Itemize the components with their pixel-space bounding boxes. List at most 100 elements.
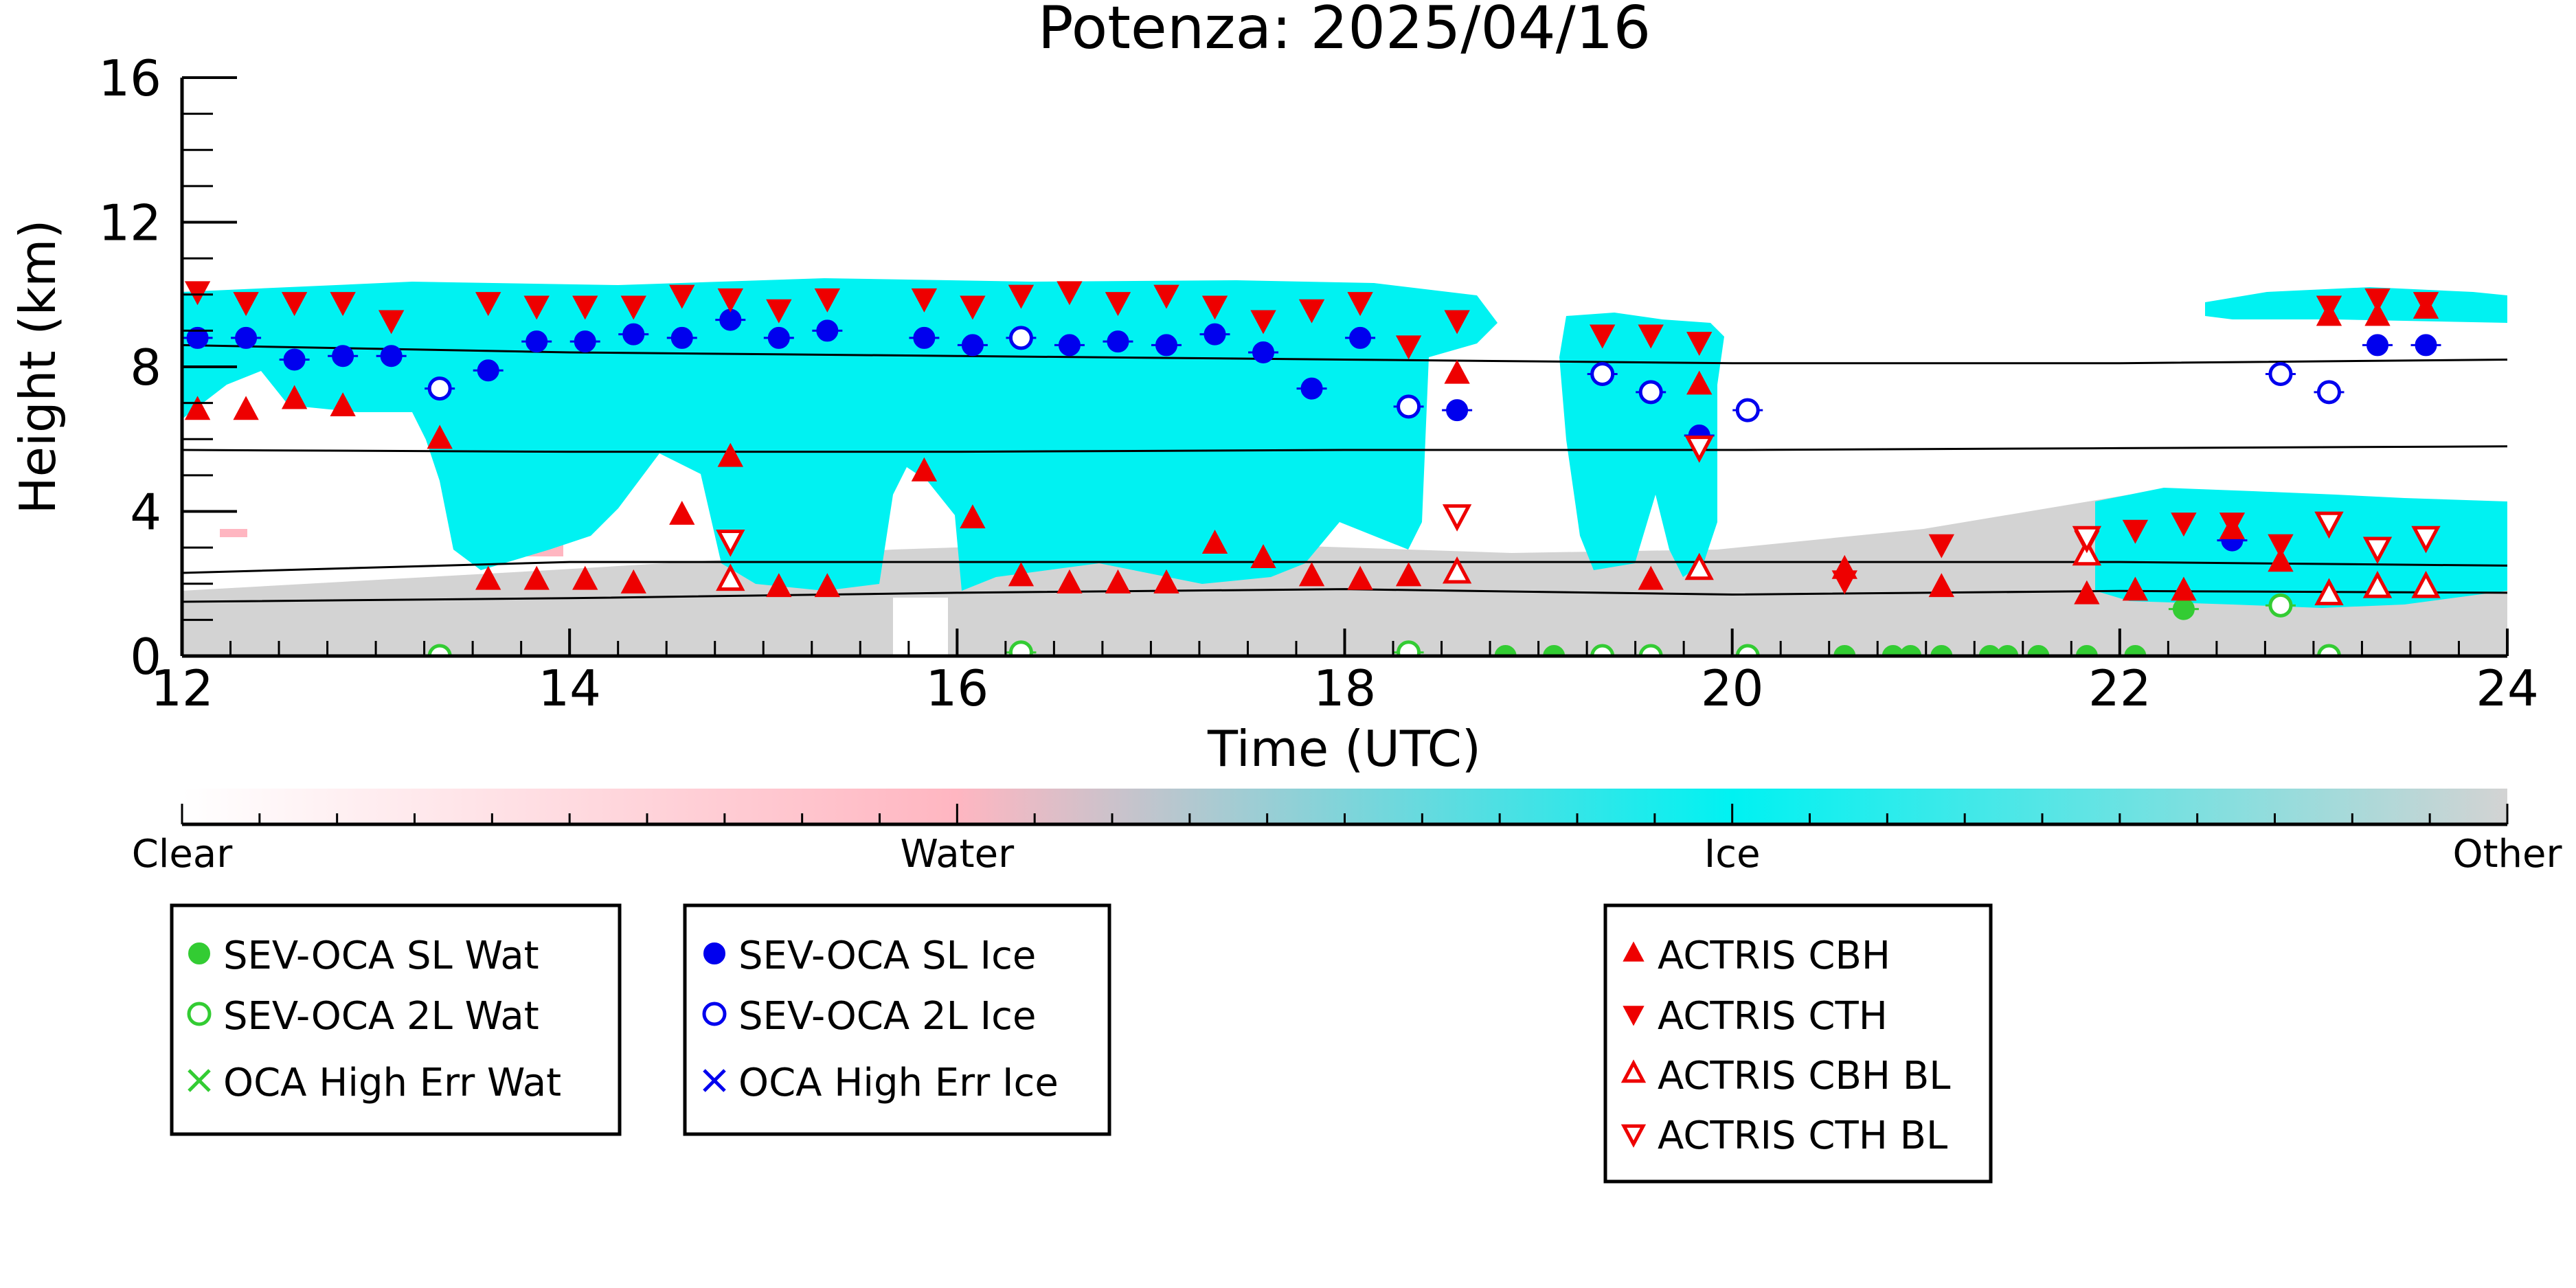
sev-oca-sl-wat-point bbox=[1996, 645, 2019, 656]
sev-oca-sl-wat-series bbox=[1490, 598, 2199, 656]
sev-oca-sl-ice-point bbox=[2415, 334, 2437, 357]
sev-oca-sl-wat-point bbox=[1882, 645, 1904, 656]
legend-label: SEV-OCA 2L Wat bbox=[223, 994, 539, 1039]
legend-marker-oca-high-err-ice bbox=[703, 1069, 726, 1092]
actris-cth-point bbox=[184, 281, 211, 306]
reference-lines bbox=[182, 343, 2507, 603]
y-tick-label: 16 bbox=[98, 49, 161, 107]
sev-oca-sl-wat-point bbox=[1494, 645, 1517, 656]
y-ticks: 0 4 8 12 16 bbox=[98, 49, 237, 686]
sev-oca-sl-ice-point bbox=[283, 348, 306, 371]
sev-oca-sl-ice-point bbox=[2366, 334, 2389, 357]
actris-cth-point bbox=[1105, 292, 1131, 317]
actris-cth-point bbox=[2364, 288, 2391, 313]
actris-cth-point bbox=[2316, 295, 2342, 320]
actris-cth-bl-point bbox=[2411, 526, 2441, 554]
legend-entry: ACTRIS CTH bbox=[1623, 994, 1888, 1039]
actris-cbh-point bbox=[1638, 565, 1664, 590]
x-tick-label: 22 bbox=[2088, 659, 2151, 717]
background-fields bbox=[182, 278, 2507, 656]
sev-oca-sl-wat-point bbox=[2124, 645, 2147, 656]
actris-cbh-point bbox=[330, 392, 356, 416]
actris-cth-point bbox=[911, 288, 938, 313]
sev-oca-sl-ice-point bbox=[961, 334, 984, 357]
actris-cth-point bbox=[1444, 310, 1470, 335]
sev-oca-sl-ice-point bbox=[719, 308, 742, 331]
legend-marker-sev-oca-2l-ice bbox=[702, 1002, 727, 1026]
actris-cbh-point bbox=[2074, 580, 2100, 605]
actris-cbh-point bbox=[814, 573, 841, 598]
colorbar-label: Ice bbox=[1704, 832, 1761, 877]
y-tick-label: 0 bbox=[130, 628, 161, 686]
sev-oca-sl-wat-point bbox=[2075, 645, 2098, 656]
actris-cth-point bbox=[2122, 519, 2149, 544]
actris-cbh-point bbox=[281, 385, 308, 409]
actris-cbh-bl-point bbox=[2411, 571, 2441, 598]
sev-oca-sl-ice-point bbox=[1300, 377, 1323, 400]
actris-cth-point bbox=[1153, 284, 1179, 309]
sev-oca-2l-wat-series bbox=[425, 593, 2345, 656]
actris-cth-point bbox=[717, 288, 743, 313]
x-tick-label: 14 bbox=[538, 659, 601, 717]
actris-cth-point bbox=[1250, 310, 1276, 335]
sev-oca-sl-ice-point bbox=[816, 319, 839, 342]
actris-cth-point bbox=[1008, 284, 1035, 309]
sev-oca-sl-ice-point bbox=[913, 326, 936, 349]
legend-entry: SEV-OCA SL Ice bbox=[703, 934, 1036, 978]
legend-marker-actris-cth bbox=[1623, 1006, 1645, 1026]
actris-cth-point bbox=[1347, 292, 1373, 317]
actris-cth-point bbox=[233, 292, 259, 317]
sev-oca-sl-wat-point bbox=[1833, 645, 1856, 656]
actris-cbh-point bbox=[2364, 302, 2391, 326]
sev-oca-2l-ice-point bbox=[2316, 380, 2341, 405]
legend-label: ACTRIS CBH bbox=[1658, 934, 1890, 978]
sev-oca-sl-wat-point bbox=[1978, 645, 2001, 656]
x-tick-label: 16 bbox=[926, 659, 989, 717]
chart-title: Potenza: 2025/04/16 bbox=[1038, 0, 1651, 63]
sev-oca-2l-ice-series bbox=[425, 326, 2345, 422]
actris-cth-bl-point bbox=[716, 530, 745, 557]
legend-label: OCA High Err Wat bbox=[223, 1061, 561, 1105]
x-axis-label: Time (UTC) bbox=[1207, 720, 1481, 778]
legend-box-water bbox=[170, 903, 622, 1136]
actris-cbh-point bbox=[1008, 562, 1035, 587]
legend-entry: OCA High Err Wat bbox=[188, 1061, 561, 1105]
colorbar-ticks bbox=[181, 804, 2509, 824]
colorbar: Clear Water Ice Other bbox=[132, 789, 2563, 877]
actris-cth-bl-series bbox=[716, 436, 2441, 565]
actris-cbh-point bbox=[1444, 359, 1470, 384]
sev-oca-sl-ice-point bbox=[526, 330, 548, 353]
actris-cth-point bbox=[281, 292, 308, 317]
legend-box-ice bbox=[683, 903, 1111, 1136]
plot-area bbox=[182, 278, 2507, 656]
actris-cbh-bl-point bbox=[716, 563, 745, 591]
actris-cth-point bbox=[1201, 295, 1228, 320]
actris-cbh-point bbox=[911, 457, 938, 482]
actris-cth-point bbox=[2268, 534, 2294, 558]
actris-cth-point bbox=[523, 295, 550, 320]
sev-oca-2l-wat-point bbox=[427, 644, 452, 656]
legends: SEV-OCA SL Wat SEV-OCA 2L Wat OCA High Err… bbox=[170, 903, 1993, 1184]
legend-entry: SEV-OCA 2L Wat bbox=[187, 994, 539, 1039]
actris-cth-point bbox=[620, 295, 646, 320]
reference-line bbox=[182, 343, 2507, 365]
legend-entry: ACTRIS CTH BL bbox=[1620, 1114, 1947, 1158]
sev-oca-sl-ice-series bbox=[182, 308, 2441, 552]
actris-cth-point bbox=[766, 299, 792, 324]
actris-cbh-point bbox=[184, 396, 211, 420]
colorbar-label: Water bbox=[901, 832, 1015, 877]
legend-marker-actris-cth-bl bbox=[1620, 1124, 1647, 1148]
legend-label: OCA High Err Ice bbox=[738, 1061, 1059, 1105]
sev-oca-sl-ice-point bbox=[1349, 326, 1372, 349]
data-markers bbox=[182, 281, 2441, 656]
x-ticks: 12 14 16 18 20 22 24 bbox=[150, 629, 2539, 717]
sev-oca-sl-ice-point bbox=[670, 326, 693, 349]
actris-cbh-bl-point bbox=[1442, 556, 1472, 584]
actris-cth-point bbox=[2413, 292, 2439, 317]
sev-oca-sl-ice-point bbox=[622, 323, 645, 346]
sev-oca-2l-ice-point bbox=[1638, 380, 1663, 405]
actris-cth-point bbox=[669, 284, 695, 309]
colorbar-label: Other bbox=[2452, 832, 2562, 877]
colorbar-labels: Clear Water Ice Other bbox=[132, 832, 2563, 877]
